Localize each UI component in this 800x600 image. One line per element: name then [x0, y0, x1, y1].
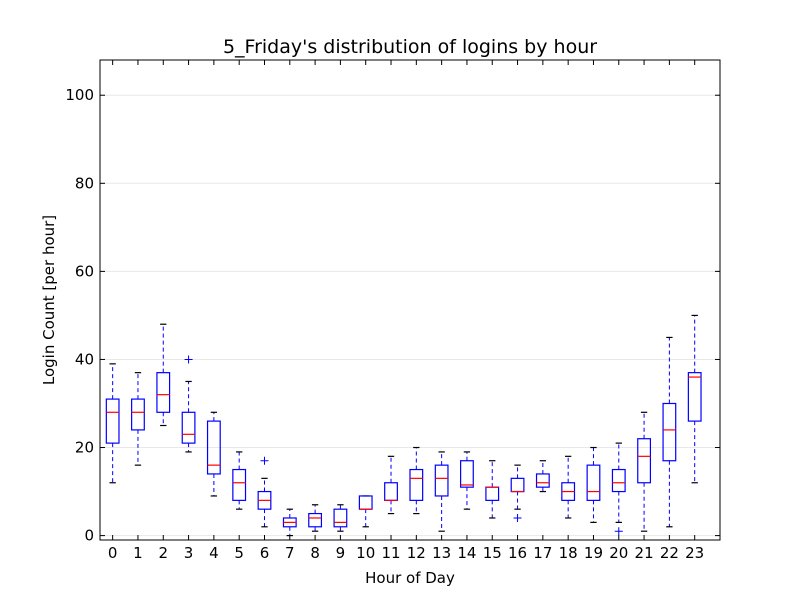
x-tick-label: 3: [184, 544, 194, 562]
box: [637, 438, 652, 484]
outlier-marker: [614, 527, 623, 536]
y-tick-label: 60: [75, 262, 94, 280]
x-tick-label: 22: [660, 544, 679, 562]
x-tick-label: 0: [108, 544, 118, 562]
box: [434, 464, 449, 497]
box: [232, 468, 247, 501]
box: [409, 468, 424, 501]
box: [181, 411, 196, 444]
box: [586, 464, 601, 501]
box: [510, 477, 525, 493]
box: [662, 402, 677, 462]
x-tick-label: 21: [635, 544, 654, 562]
x-tick-label: 7: [285, 544, 295, 562]
chart-title: 5_Friday's distribution of logins by hou…: [223, 36, 597, 58]
box: [308, 512, 323, 528]
y-tick-label: 0: [84, 527, 94, 545]
x-tick-label: 10: [356, 544, 375, 562]
y-axis-label: Login Count [per hour]: [40, 215, 58, 385]
y-tick-label: 80: [75, 174, 94, 192]
box: [460, 460, 474, 488]
outlier-marker: [513, 513, 522, 522]
x-tick-label: 12: [407, 544, 426, 562]
x-tick-label: 5: [234, 544, 244, 562]
axes-frame: [99, 59, 721, 541]
box: [485, 486, 500, 501]
x-tick-label: 9: [336, 544, 346, 562]
box: [687, 372, 702, 422]
box: [358, 495, 373, 510]
x-tick-label: 2: [158, 544, 168, 562]
x-tick-label: 14: [457, 544, 476, 562]
y-tick-label: 100: [65, 86, 94, 104]
x-tick-label: 11: [381, 544, 400, 562]
y-tick-label: 40: [75, 350, 94, 368]
x-axis-label: Hour of Day: [365, 569, 455, 587]
x-tick-label: 4: [209, 544, 219, 562]
x-tick-label: 17: [533, 544, 552, 562]
x-tick-label: 16: [508, 544, 527, 562]
box: [131, 398, 145, 431]
outlier-marker: [184, 355, 193, 364]
x-tick-label: 19: [584, 544, 603, 562]
box: [384, 482, 398, 501]
x-tick-label: 15: [483, 544, 502, 562]
box: [333, 508, 348, 528]
box: [535, 473, 550, 488]
x-tick-label: 8: [310, 544, 320, 562]
x-tick-label: 6: [260, 544, 270, 562]
x-tick-label: 13: [432, 544, 451, 562]
outlier-marker: [260, 456, 269, 465]
box: [611, 468, 626, 493]
box: [105, 398, 120, 444]
x-tick-label: 18: [559, 544, 578, 562]
box: [206, 420, 221, 475]
box: [156, 372, 171, 413]
x-tick-label: 23: [685, 544, 704, 562]
x-tick-label: 1: [133, 544, 143, 562]
x-tick-label: 20: [609, 544, 628, 562]
y-tick-label: 20: [75, 439, 94, 457]
